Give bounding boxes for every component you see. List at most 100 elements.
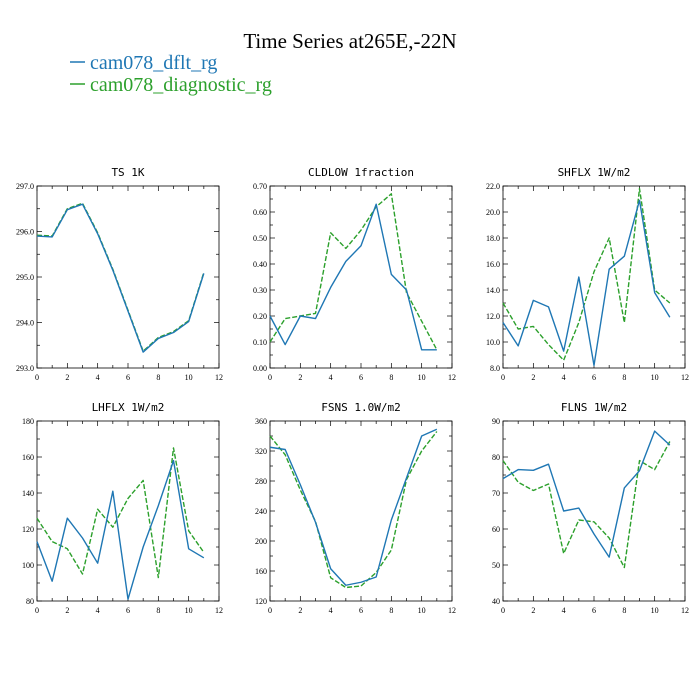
x-tick-label: 6 (592, 606, 596, 615)
y-tick-label: 160 (22, 453, 34, 462)
y-tick-label: 100 (22, 561, 34, 570)
x-tick-label: 8 (389, 373, 393, 382)
x-tick-label: 2 (531, 606, 535, 615)
x-tick-label: 0 (35, 606, 39, 615)
panel-title: CLDLOW 1fraction (308, 166, 414, 179)
x-tick-label: 8 (156, 373, 160, 382)
x-tick-label: 4 (96, 373, 100, 382)
y-tick-label: 8.0 (490, 364, 500, 373)
x-tick-label: 2 (298, 606, 302, 615)
x-tick-label: 10 (651, 606, 659, 615)
x-tick-label: 10 (651, 373, 659, 382)
y-tick-label: 60 (492, 525, 500, 534)
legend-item-diagnostic: cam078_diagnostic_rg (70, 74, 272, 96)
series-line-dflt (36, 203, 205, 353)
y-tick-label: 293.0 (16, 364, 34, 373)
y-tick-label: 14.0 (486, 286, 500, 295)
y-tick-label: 10.0 (486, 338, 500, 347)
legend-label-dflt: cam078_dflt_rg (90, 52, 217, 74)
y-tick-label: 200 (255, 537, 267, 546)
plot-frame (36, 420, 220, 602)
x-tick-label: 4 (562, 373, 566, 382)
y-tick-label: 280 (255, 477, 267, 486)
y-tick-label: 360 (255, 417, 267, 426)
y-tick-label: 240 (255, 507, 267, 516)
series-line-diagnostic (502, 187, 671, 361)
y-tick-label: 18.0 (486, 234, 500, 243)
chart-panel-5: FLNS 1W/m2 0 2 4 6 8 10 12 40 50 60 70 80 90 (492, 401, 689, 615)
x-tick-label: 2 (65, 373, 69, 382)
x-tick-label: 8 (156, 606, 160, 615)
y-tick-label: 70 (492, 489, 500, 498)
panel-title: SHFLX 1W/m2 (558, 166, 631, 179)
y-tick-label: 160 (255, 567, 267, 576)
y-tick-label: 22.0 (486, 182, 500, 191)
x-tick-label: 2 (531, 373, 535, 382)
y-tick-label: 0.20 (253, 312, 267, 321)
x-tick-label: 12 (448, 373, 456, 382)
y-tick-label: 40 (492, 597, 500, 606)
x-tick-label: 0 (501, 373, 505, 382)
legend-item-dflt: cam078_dflt_rg (70, 52, 217, 74)
series-line-diagnostic (502, 441, 671, 569)
x-tick-label: 12 (215, 373, 223, 382)
x-tick-label: 6 (359, 373, 363, 382)
series-line-diagnostic (269, 431, 438, 589)
x-tick-label: 0 (268, 373, 272, 382)
y-tick-label: 180 (22, 417, 34, 426)
x-tick-label: 8 (622, 373, 626, 382)
x-tick-label: 12 (215, 606, 223, 615)
x-tick-label: 12 (681, 373, 689, 382)
series-line-diagnostic (36, 447, 205, 579)
y-tick-label: 90 (492, 417, 500, 426)
x-tick-label: 0 (501, 606, 505, 615)
x-tick-label: 4 (329, 606, 333, 615)
x-tick-label: 2 (65, 606, 69, 615)
y-tick-label: 120 (22, 525, 34, 534)
x-tick-label: 8 (389, 606, 393, 615)
y-tick-label: 16.0 (486, 260, 500, 269)
panel-title: FSNS 1.0W/m2 (321, 401, 400, 414)
legend-label-diagnostic: cam078_diagnostic_rg (90, 74, 272, 96)
series-line-dflt (269, 428, 438, 586)
x-tick-label: 10 (185, 606, 193, 615)
x-tick-label: 0 (35, 373, 39, 382)
x-tick-label: 4 (329, 373, 333, 382)
y-tick-label: 120 (255, 597, 267, 606)
panels: TS 1K 0 2 4 6 8 10 12 293.0 294.0 295.0 296.0 297.0 C… (16, 166, 689, 615)
y-tick-label: 0.40 (253, 260, 267, 269)
x-tick-label: 6 (126, 606, 130, 615)
x-tick-label: 2 (298, 373, 302, 382)
panel-title: FLNS 1W/m2 (561, 401, 627, 414)
y-tick-label: 80 (492, 453, 500, 462)
x-tick-label: 6 (359, 606, 363, 615)
chart-panel-0: TS 1K 0 2 4 6 8 10 12 293.0 294.0 295.0 296.0 297.0 (16, 166, 223, 382)
x-tick-label: 10 (418, 373, 426, 382)
y-tick-label: 297.0 (16, 182, 34, 191)
x-tick-label: 4 (562, 606, 566, 615)
y-tick-label: 0.00 (253, 364, 267, 373)
y-tick-label: 80 (26, 597, 34, 606)
series-line-dflt (502, 199, 671, 367)
x-tick-label: 10 (185, 373, 193, 382)
y-tick-label: 320 (255, 447, 267, 456)
plot-frame (36, 185, 220, 369)
y-tick-label: 0.50 (253, 234, 267, 243)
figure-title: Time Series at265E,-22N (243, 29, 456, 53)
x-tick-label: 10 (418, 606, 426, 615)
series-line-dflt (36, 459, 205, 600)
series-line-dflt (502, 430, 671, 558)
y-tick-label: 296.0 (16, 228, 34, 237)
x-tick-label: 6 (592, 373, 596, 382)
x-tick-label: 0 (268, 606, 272, 615)
series-line-dflt (269, 203, 437, 351)
x-tick-label: 8 (622, 606, 626, 615)
x-tick-label: 12 (681, 606, 689, 615)
chart-panel-1: CLDLOW 1fraction 0 2 4 6 8 10 12 0.00 0.10 0.20 0.3… (253, 166, 456, 382)
plot-frame (502, 185, 686, 369)
x-tick-label: 4 (96, 606, 100, 615)
y-tick-label: 50 (492, 561, 500, 570)
chart-panel-3: LHFLX 1W/m2 0 2 4 6 8 10 12 80 100 120 140 160 180 (22, 401, 223, 615)
chart-panel-4: FSNS 1.0W/m2 0 2 4 6 8 10 12 120 160 200 240 280 320 3… (255, 401, 456, 615)
